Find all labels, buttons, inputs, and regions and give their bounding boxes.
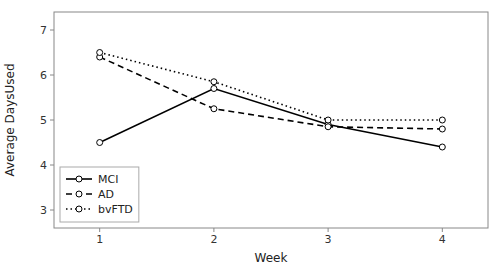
legend-label: AD bbox=[98, 188, 114, 201]
y-tick bbox=[50, 30, 54, 31]
point bbox=[439, 126, 445, 132]
legend: MCI AD bvFTD bbox=[60, 167, 139, 222]
legend-marker bbox=[76, 176, 82, 182]
line bbox=[100, 53, 443, 121]
y-tick-label: 5 bbox=[40, 114, 47, 127]
x-tick-label: 3 bbox=[325, 233, 332, 246]
point bbox=[211, 106, 217, 112]
y-tick-label: 6 bbox=[40, 69, 47, 82]
point bbox=[97, 50, 103, 56]
legend-marker bbox=[76, 191, 82, 197]
x-tick-label: 1 bbox=[96, 233, 103, 246]
x-tick bbox=[213, 228, 214, 232]
y-tick bbox=[50, 120, 54, 121]
y-tick-label: 4 bbox=[40, 159, 47, 172]
x-tick-label: 2 bbox=[210, 233, 217, 246]
y-tick-label: 3 bbox=[40, 204, 47, 217]
point bbox=[211, 79, 217, 85]
chart: 1 2 3 4 3 4 5 6 7 Week Average DaysUsed MCI AD bvFTD bbox=[0, 0, 500, 268]
point bbox=[439, 117, 445, 123]
legend-label: bvFTD bbox=[98, 203, 133, 216]
x-tick bbox=[328, 228, 329, 232]
legend-item: MCI bbox=[66, 173, 118, 186]
legend-item: bvFTD bbox=[66, 203, 133, 216]
point bbox=[211, 86, 217, 92]
point bbox=[97, 140, 103, 146]
point bbox=[439, 144, 445, 150]
line bbox=[100, 57, 443, 129]
point bbox=[325, 117, 331, 123]
legend-item: AD bbox=[66, 188, 114, 201]
x-tick bbox=[99, 228, 100, 232]
chart-container: 1 2 3 4 3 4 5 6 7 Week Average DaysUsed MCI AD bvFTD bbox=[0, 0, 500, 268]
y-tick bbox=[50, 210, 54, 211]
plot-frame bbox=[54, 12, 488, 228]
x-tick-label: 4 bbox=[439, 233, 446, 246]
legend-box bbox=[60, 167, 139, 222]
legend-label: MCI bbox=[98, 173, 118, 186]
legend-marker bbox=[76, 206, 82, 212]
plot-area bbox=[97, 50, 446, 151]
series bbox=[97, 50, 446, 124]
y-tick bbox=[50, 165, 54, 166]
x-axis: 1 2 3 4 bbox=[96, 228, 446, 246]
x-tick bbox=[442, 228, 443, 232]
y-axis: 3 4 5 6 7 bbox=[40, 24, 54, 217]
x-axis-label: Week bbox=[255, 251, 288, 265]
y-tick-label: 7 bbox=[40, 24, 47, 37]
series bbox=[97, 54, 446, 132]
point bbox=[325, 124, 331, 130]
y-axis-label: Average DaysUsed bbox=[3, 63, 17, 176]
y-tick bbox=[50, 75, 54, 76]
